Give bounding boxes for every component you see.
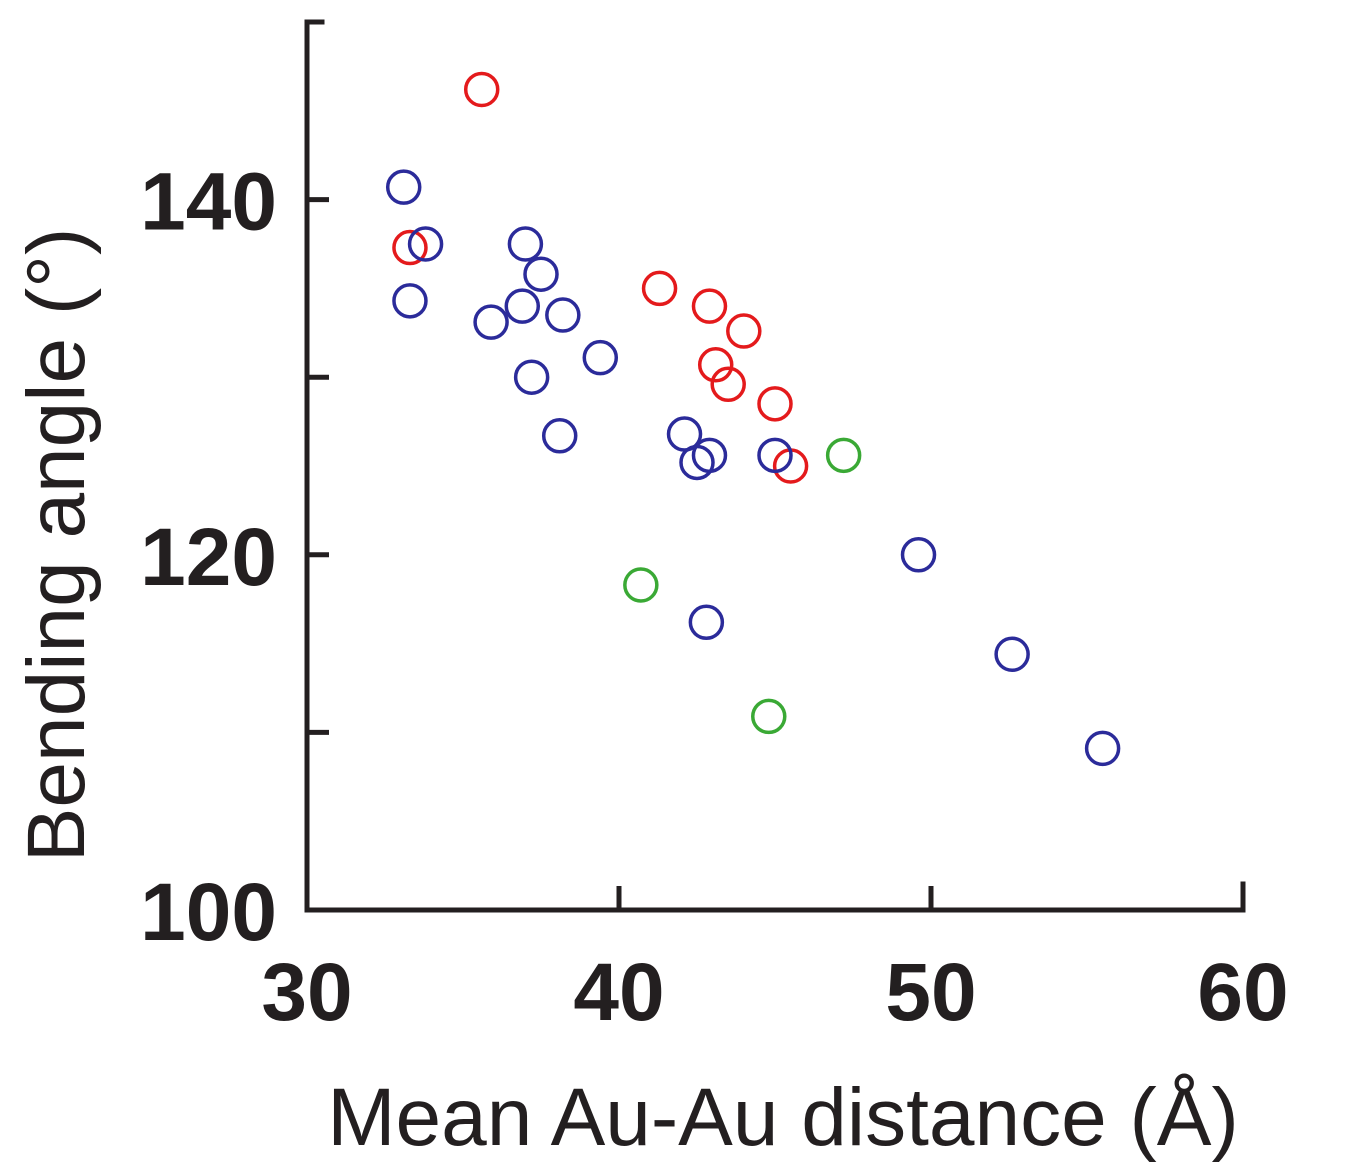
axis-frame xyxy=(304,19,1246,913)
data-point-series-2 xyxy=(507,226,544,262)
data-point-series-1 xyxy=(697,347,734,383)
data-point-series-1 xyxy=(726,313,762,349)
data-point-series-1 xyxy=(757,386,793,422)
x-tick-label: 50 xyxy=(885,947,976,1038)
data-point-series-2 xyxy=(582,339,619,376)
data-point-series-2 xyxy=(994,636,1030,673)
data-point-series-3 xyxy=(751,698,787,735)
data-point-series-2 xyxy=(757,437,793,474)
data-point-series-3 xyxy=(623,567,659,603)
data-point-series-1 xyxy=(641,270,678,307)
data-point-series-2 xyxy=(407,226,444,262)
data-points xyxy=(385,71,1121,767)
data-point-series-2 xyxy=(392,283,428,319)
data-point-series-1 xyxy=(392,229,428,266)
x-tick-label: 40 xyxy=(573,947,664,1038)
data-point-series-2 xyxy=(473,304,509,340)
y-tick-label: 140 xyxy=(140,157,277,248)
data-point-series-2 xyxy=(1084,730,1121,767)
tick-labels: 30 40 50 60 100 120 140 xyxy=(140,157,1288,1038)
data-point-series-2 xyxy=(513,359,550,395)
axes xyxy=(304,19,1246,913)
data-point-series-2 xyxy=(688,604,725,641)
data-point-series-2 xyxy=(545,297,581,333)
data-point-series-2 xyxy=(541,418,578,454)
y-tick-label: 100 xyxy=(140,867,277,958)
y-axis-title: Bending angle (°) xyxy=(11,228,102,863)
data-point-series-2 xyxy=(385,169,422,205)
data-point-series-1 xyxy=(691,288,728,324)
data-point-series-2 xyxy=(900,537,937,573)
data-point-series-2 xyxy=(523,256,559,292)
data-point-series-1 xyxy=(710,366,746,403)
data-point-series-1 xyxy=(463,71,500,108)
x-axis-title: Mean Au-Au distance (Å) xyxy=(327,1072,1239,1163)
x-tick-label: 60 xyxy=(1197,947,1288,1038)
ticks xyxy=(307,197,934,910)
data-point-series-2 xyxy=(679,444,715,481)
x-tick-label: 30 xyxy=(261,947,352,1038)
data-point-series-3 xyxy=(825,437,862,474)
data-point-series-2 xyxy=(504,288,541,324)
y-tick-label: 120 xyxy=(140,512,277,603)
